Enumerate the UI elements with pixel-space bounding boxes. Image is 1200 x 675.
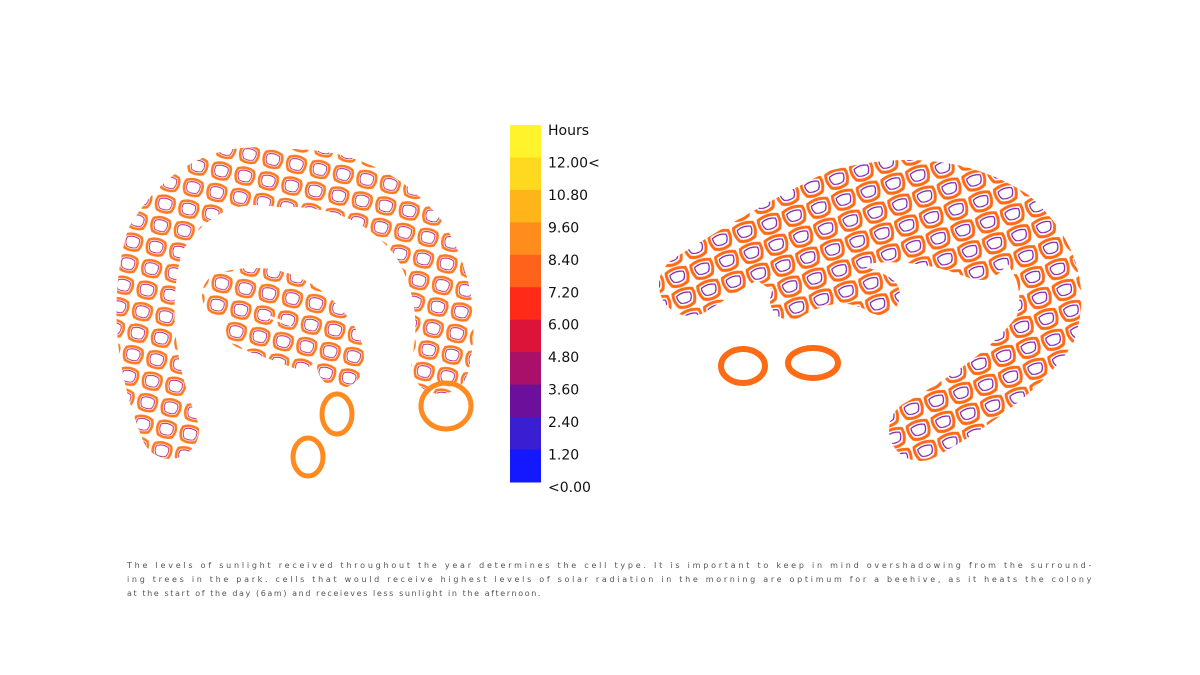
legend-band: [510, 125, 541, 158]
right-cells: [718, 345, 841, 386]
legend-band: [510, 287, 541, 321]
left-cells: [290, 380, 474, 479]
legend-band: [510, 352, 541, 386]
legend-band: [510, 449, 541, 483]
caption-line: at the start of the day (6am) and receie…: [127, 589, 542, 598]
legend-band: [510, 417, 541, 451]
legend-label: 12.00<: [548, 155, 600, 171]
legend-band: [510, 319, 541, 353]
legend-label: 2.40: [548, 415, 579, 431]
caption: The levels of sunlight received througho…: [126, 561, 1093, 598]
legend-band: [510, 384, 541, 418]
legend-label: <0.00: [548, 480, 591, 496]
legend-band: [510, 254, 541, 288]
left-structure: [116, 147, 474, 459]
legend-label: 3.60: [548, 383, 579, 399]
legend-label: 8.40: [548, 253, 579, 269]
legend-band: [510, 189, 541, 223]
legend-band: [510, 222, 541, 256]
legend-title: Hours: [548, 123, 589, 139]
legend-band: [510, 157, 541, 191]
caption-line: ing trees in the park. cells that would …: [127, 575, 1093, 584]
legend-label: 7.20: [548, 285, 579, 301]
caption-line: The levels of sunlight received througho…: [126, 561, 1093, 570]
legend-label: 4.80: [548, 350, 579, 366]
right-structure: [659, 160, 1082, 461]
legend: Hours 12.00< 10.80 9.60 8.40 7.20 6.00 4.80 3.6…: [510, 123, 600, 496]
legend-label: 6.00: [548, 318, 579, 334]
legend-label: 9.60: [548, 220, 579, 236]
legend-label: 1.20: [548, 448, 579, 464]
legend-label: 10.80: [548, 188, 588, 204]
